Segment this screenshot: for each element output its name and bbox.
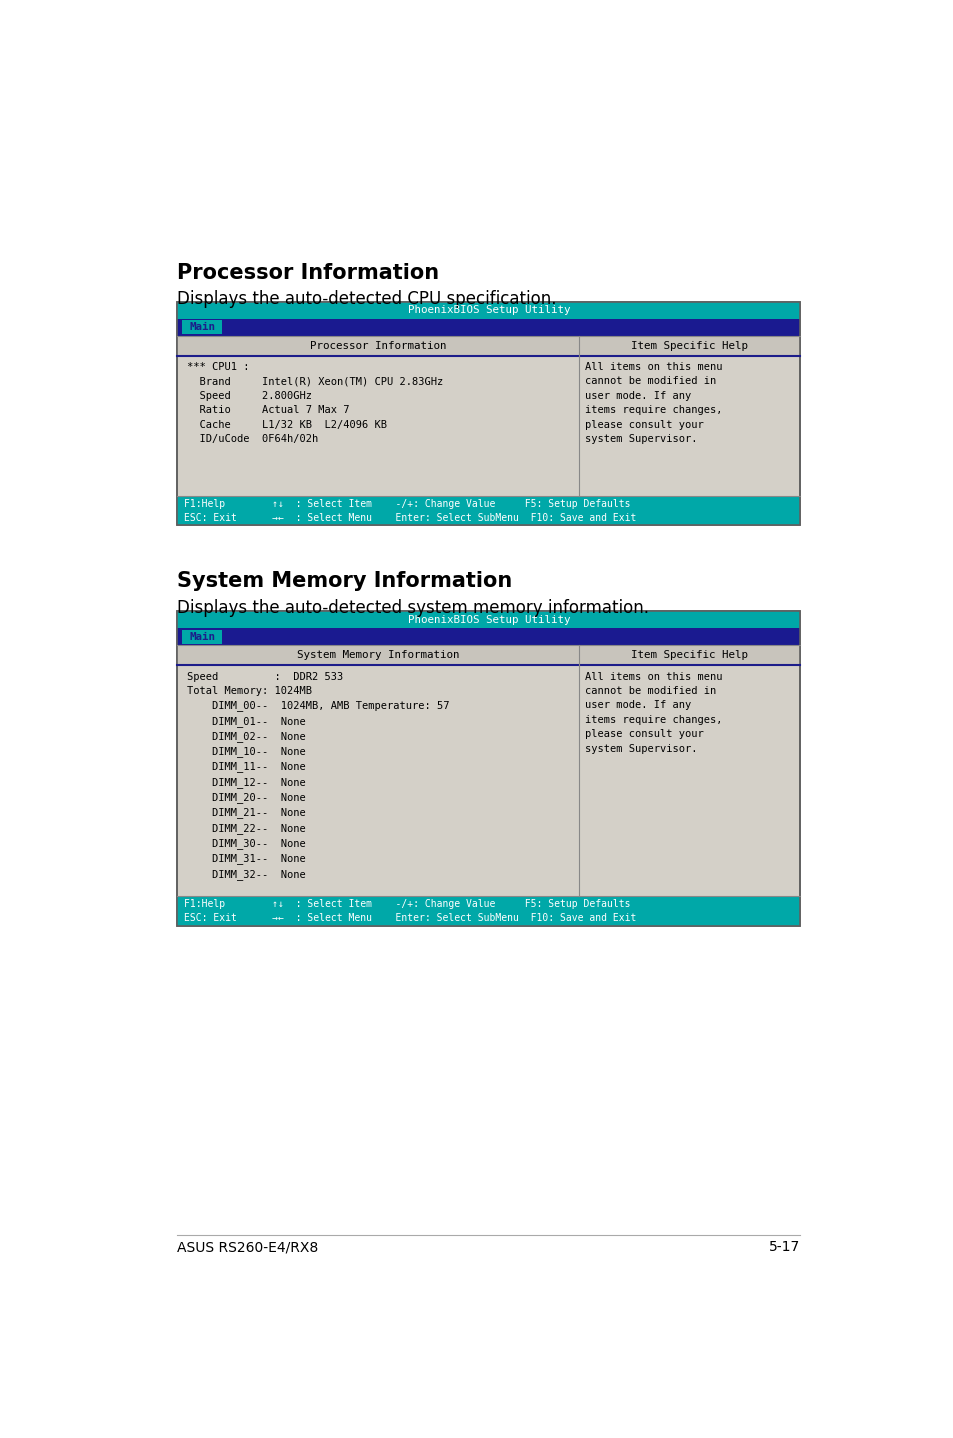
Text: All items on this menu
cannot be modified in
user mode. If any
items require cha: All items on this menu cannot be modifie… [585, 362, 722, 444]
FancyBboxPatch shape [177, 336, 800, 355]
Text: ASUS RS260-E4/RX8: ASUS RS260-E4/RX8 [177, 1241, 318, 1254]
Bar [177, 611, 800, 926]
Text: System Memory Information: System Memory Information [177, 571, 512, 591]
FancyBboxPatch shape [177, 302, 800, 319]
Text: System Memory Information: System Memory Information [296, 650, 459, 660]
Text: ESC: Exit      →←  : Select Menu    Enter: Select SubMenu  F10: Save and Exit: ESC: Exit →← : Select Menu Enter: Select… [183, 512, 636, 522]
Text: F1:Help        ↑↓  : Select Item    -/+: Change Value     F5: Setup Defaults: F1:Help ↑↓ : Select Item -/+: Change Val… [183, 899, 629, 909]
Text: Processor Information: Processor Information [310, 341, 446, 351]
Text: Speed         :  DDR2 533
Total Memory: 1024MB
    DIMM_00--  1024MB, AMB Temper: Speed : DDR2 533 Total Memory: 1024MB DI… [187, 672, 449, 880]
FancyBboxPatch shape [177, 611, 800, 628]
Text: All items on this menu
cannot be modified in
user mode. If any
items require cha: All items on this menu cannot be modifie… [585, 672, 722, 754]
Text: 5-17: 5-17 [768, 1241, 800, 1254]
FancyBboxPatch shape [177, 611, 800, 926]
Text: Main: Main [189, 631, 215, 641]
FancyBboxPatch shape [182, 630, 222, 644]
FancyBboxPatch shape [182, 321, 222, 334]
Text: ESC: Exit      →←  : Select Menu    Enter: Select SubMenu  F10: Save and Exit: ESC: Exit →← : Select Menu Enter: Select… [183, 913, 636, 923]
Text: Main: Main [189, 322, 215, 332]
Text: *** CPU1 :
  Brand     Intel(R) Xeon(TM) CPU 2.83GHz
  Speed     2.800GHz
  Rati: *** CPU1 : Brand Intel(R) Xeon(TM) CPU 2… [187, 362, 442, 444]
Text: Processor Information: Processor Information [177, 263, 439, 283]
FancyBboxPatch shape [177, 628, 800, 646]
Text: PhoenixBIOS Setup Utility: PhoenixBIOS Setup Utility [407, 305, 570, 315]
FancyBboxPatch shape [177, 496, 800, 525]
Text: Displays the auto-detected CPU specification.: Displays the auto-detected CPU specifica… [177, 290, 557, 308]
Bar [177, 302, 800, 525]
FancyBboxPatch shape [177, 319, 800, 336]
Text: F1:Help        ↑↓  : Select Item    -/+: Change Value     F5: Setup Defaults: F1:Help ↑↓ : Select Item -/+: Change Val… [183, 499, 629, 509]
FancyBboxPatch shape [177, 302, 800, 525]
FancyBboxPatch shape [177, 896, 800, 926]
FancyBboxPatch shape [177, 646, 800, 666]
Text: Item Specific Help: Item Specific Help [631, 650, 747, 660]
Text: PhoenixBIOS Setup Utility: PhoenixBIOS Setup Utility [407, 615, 570, 626]
Text: Item Specific Help: Item Specific Help [631, 341, 747, 351]
Text: Displays the auto-detected system memory information.: Displays the auto-detected system memory… [177, 600, 649, 617]
